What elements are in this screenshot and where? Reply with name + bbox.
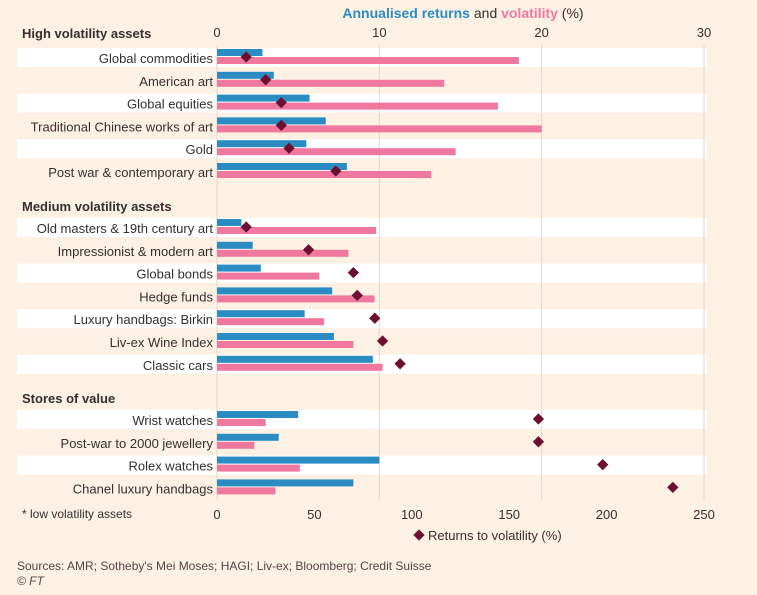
top-tick-label: 0 bbox=[213, 25, 220, 40]
bar-volatility-chanel-luxury-handbags bbox=[217, 487, 276, 495]
chart-title: Annualised returns and volatility (%) bbox=[342, 5, 583, 21]
row-labels: Global commodities American art Global equ… bbox=[31, 51, 214, 496]
bar-returns-luxury-handbags-birkin bbox=[217, 310, 305, 318]
group-heading: Stores of value bbox=[22, 391, 115, 406]
bar-returns-old-masters-19th-century-art bbox=[217, 219, 242, 226]
group-heading: Medium volatility assets bbox=[22, 199, 172, 214]
sources: Sources: AMR; Sotheby's Mei Moses; HAGI;… bbox=[17, 559, 432, 573]
row-label-post-war-contemporary-art: Post war & contemporary art bbox=[48, 165, 213, 180]
row-bands bbox=[17, 48, 707, 475]
row-label-global-commodities: Global commodities bbox=[99, 51, 214, 66]
bar-volatility-post-war-to-2000-jewellery bbox=[217, 441, 255, 449]
row-label-hedge-funds: Hedge funds bbox=[139, 289, 213, 304]
title-returns: Annualised returns bbox=[342, 5, 470, 21]
bar-returns-global-equities bbox=[217, 94, 310, 102]
row-label-global-equities: Global equities bbox=[127, 97, 213, 112]
bar-volatility-impressionist-modern-art bbox=[217, 249, 349, 257]
bottom-tick-label: 200 bbox=[596, 507, 618, 522]
ratio-marker-chanel-luxury-handbags bbox=[667, 481, 679, 494]
top-axis-ticks: 0 10 20 30 bbox=[213, 25, 711, 40]
bar-volatility-traditional-chinese-works-of-art bbox=[217, 125, 542, 133]
bar-volatility-old-masters-19th-century-art bbox=[217, 227, 377, 234]
bottom-axis-ticks: 0 50 100 150 200 250 bbox=[213, 507, 714, 522]
row-label-old-masters-19th-century-art: Old masters & 19th century art bbox=[37, 221, 214, 236]
bar-returns-american-art bbox=[217, 71, 274, 79]
bar-volatility-gold bbox=[217, 148, 456, 156]
bottom-tick-label: 50 bbox=[307, 507, 321, 522]
bar-volatility-wrist-watches bbox=[217, 419, 266, 426]
row-label-american-art: American art bbox=[139, 74, 213, 89]
title-and: and bbox=[470, 5, 501, 21]
bar-volatility-global-bonds bbox=[217, 272, 320, 280]
bar-returns-global-bonds bbox=[217, 264, 261, 272]
row-label-rolex-watches: Rolex watches bbox=[128, 459, 213, 474]
bar-returns-chanel-luxury-handbags bbox=[217, 479, 354, 487]
group-heading: High volatility assets bbox=[22, 26, 151, 41]
top-tick-label: 30 bbox=[697, 25, 711, 40]
bar-returns-post-war-contemporary-art bbox=[217, 163, 347, 170]
row-band bbox=[17, 455, 707, 475]
bar-returns-liv-ex-wine-index bbox=[217, 333, 334, 340]
group-headings: High volatility assets Medium volatility … bbox=[22, 26, 172, 406]
bar-returns-post-war-to-2000-jewellery bbox=[217, 433, 279, 441]
row-label-gold: Gold bbox=[186, 142, 213, 157]
bar-volatility-global-equities bbox=[217, 102, 498, 110]
bottom-tick-label: 150 bbox=[498, 507, 520, 522]
bar-volatility-global-commodities bbox=[217, 57, 519, 64]
bottom-tick-label: 100 bbox=[401, 507, 423, 522]
row-band bbox=[17, 263, 707, 283]
footnote: * low volatility assets bbox=[22, 507, 132, 521]
bottom-axis-label: Returns to volatility (%) bbox=[428, 528, 562, 543]
title-unit: (%) bbox=[558, 5, 584, 21]
bar-volatility-classic-cars bbox=[217, 363, 383, 371]
row-label-traditional-chinese-works-of-art: Traditional Chinese works of art bbox=[31, 119, 214, 134]
bottom-axis-legend: Returns to volatility (%) bbox=[413, 528, 562, 543]
row-label-liv-ex-wine-index: Liv-ex Wine Index bbox=[110, 335, 214, 350]
top-tick-label: 20 bbox=[534, 25, 548, 40]
bar-volatility-post-war-contemporary-art bbox=[217, 171, 432, 178]
credit: © FT bbox=[17, 574, 46, 588]
bar-returns-global-commodities bbox=[217, 49, 263, 56]
bar-volatility-liv-ex-wine-index bbox=[217, 341, 354, 348]
ratio-marker-post-war-to-2000-jewellery bbox=[532, 436, 545, 448]
row-band bbox=[17, 410, 707, 429]
bar-returns-wrist-watches bbox=[217, 411, 299, 418]
bar-volatility-hedge-funds bbox=[217, 295, 375, 303]
row-label-global-bonds: Global bonds bbox=[136, 267, 213, 282]
row-label-post-war-to-2000-jewellery: Post-war to 2000 jewellery bbox=[61, 436, 214, 451]
bar-volatility-luxury-handbags-birkin bbox=[217, 318, 325, 326]
bar-volatility-rolex-watches bbox=[217, 464, 300, 472]
bottom-tick-label: 0 bbox=[213, 507, 220, 522]
bottom-tick-label: 250 bbox=[693, 507, 715, 522]
row-label-luxury-handbags-birkin: Luxury handbags: Birkin bbox=[74, 312, 213, 327]
bar-volatility-american-art bbox=[217, 79, 445, 87]
top-tick-label: 10 bbox=[372, 25, 386, 40]
title-volatility: volatility bbox=[501, 5, 558, 21]
bar-returns-hedge-funds bbox=[217, 287, 333, 295]
bar-returns-traditional-chinese-works-of-art bbox=[217, 117, 326, 125]
row-label-chanel-luxury-handbags: Chanel luxury handbags bbox=[73, 481, 214, 496]
ratio-marker-liv-ex-wine-index bbox=[376, 335, 389, 347]
row-band bbox=[17, 309, 707, 329]
row-label-impressionist-modern-art: Impressionist & modern art bbox=[58, 244, 214, 259]
bars bbox=[217, 49, 542, 495]
legend-diamond-icon bbox=[413, 529, 425, 541]
row-label-classic-cars: Classic cars bbox=[143, 358, 214, 373]
bar-returns-rolex-watches bbox=[217, 456, 380, 464]
row-label-wrist-watches: Wrist watches bbox=[132, 413, 213, 428]
bar-returns-impressionist-modern-art bbox=[217, 241, 253, 249]
bar-returns-gold bbox=[217, 140, 307, 148]
bar-returns-classic-cars bbox=[217, 355, 373, 363]
